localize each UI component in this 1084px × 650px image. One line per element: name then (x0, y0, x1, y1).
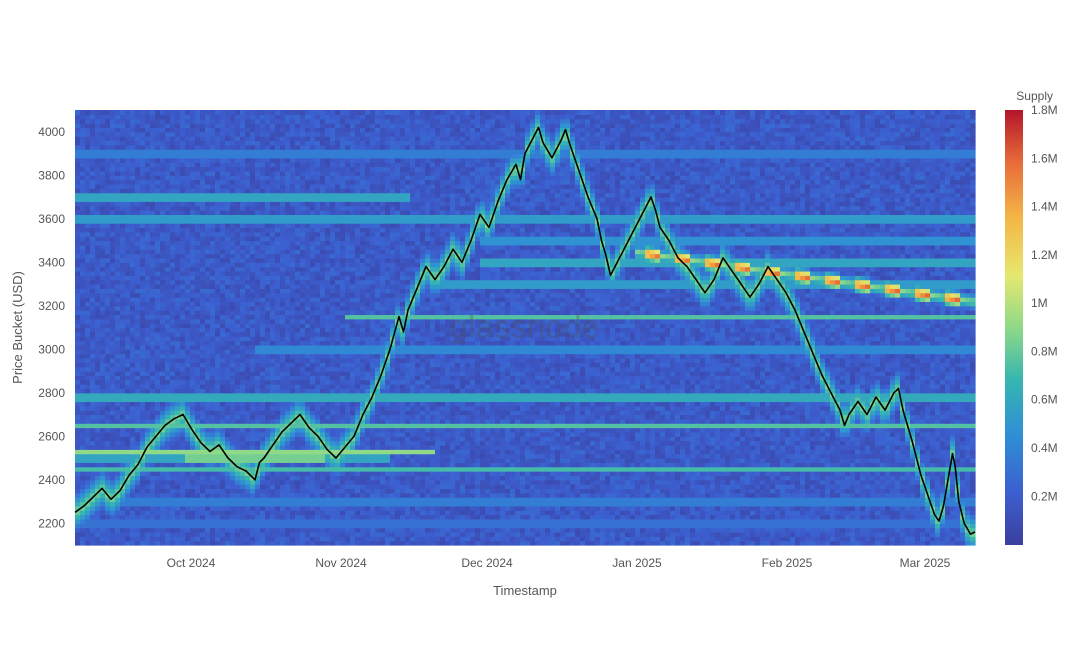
y-axis: 2200 2400 2600 2800 3000 3200 3400 3600 3800 4000 (38, 125, 65, 531)
colorbar-tick: 0.8M (1031, 344, 1058, 358)
colorbar-tick: 0.6M (1031, 393, 1058, 407)
colorbar (1005, 110, 1023, 545)
colorbar-tick: 1M (1031, 296, 1048, 310)
y-tick-label: 3200 (38, 299, 65, 313)
y-axis-label: Price Bucket (USD) (10, 271, 25, 384)
colorbar-tick: 1.6M (1031, 151, 1058, 165)
x-tick-label: Oct 2024 (167, 556, 216, 570)
colorbar-tick: 1.8M (1031, 103, 1058, 117)
x-tick-label: Jan 2025 (612, 556, 662, 570)
y-tick-label: 2200 (38, 516, 65, 530)
y-tick-label: 3400 (38, 255, 65, 269)
chart-svg: glassnode 2200 2400 2600 2800 3000 3200 3400 360… (0, 0, 1084, 650)
colorbar-title: Supply (1016, 89, 1053, 103)
y-tick-label: 4000 (38, 125, 65, 139)
y-tick-label: 3600 (38, 212, 65, 226)
colorbar-tick: 1.4M (1031, 200, 1058, 214)
watermark: glassnode (450, 309, 600, 345)
y-tick-label: 3800 (38, 168, 65, 182)
y-tick-label: 3000 (38, 342, 65, 356)
y-tick-label: 2600 (38, 429, 65, 443)
chart-container: glassnode 2200 2400 2600 2800 3000 3200 3400 360… (0, 0, 1084, 650)
y-tick-label: 2800 (38, 386, 65, 400)
x-tick-label: Dec 2024 (461, 556, 513, 570)
x-axis-label: Timestamp (493, 583, 557, 598)
x-axis: Oct 2024 Nov 2024 Dec 2024 Jan 2025 Feb 2025… (167, 556, 951, 570)
colorbar-tick: 0.4M (1031, 441, 1058, 455)
colorbar-tick: 0.2M (1031, 489, 1058, 503)
colorbar-tick: 1.2M (1031, 248, 1058, 262)
x-tick-label: Nov 2024 (315, 556, 367, 570)
x-tick-label: Mar 2025 (900, 556, 951, 570)
x-tick-label: Feb 2025 (762, 556, 813, 570)
y-tick-label: 2400 (38, 473, 65, 487)
